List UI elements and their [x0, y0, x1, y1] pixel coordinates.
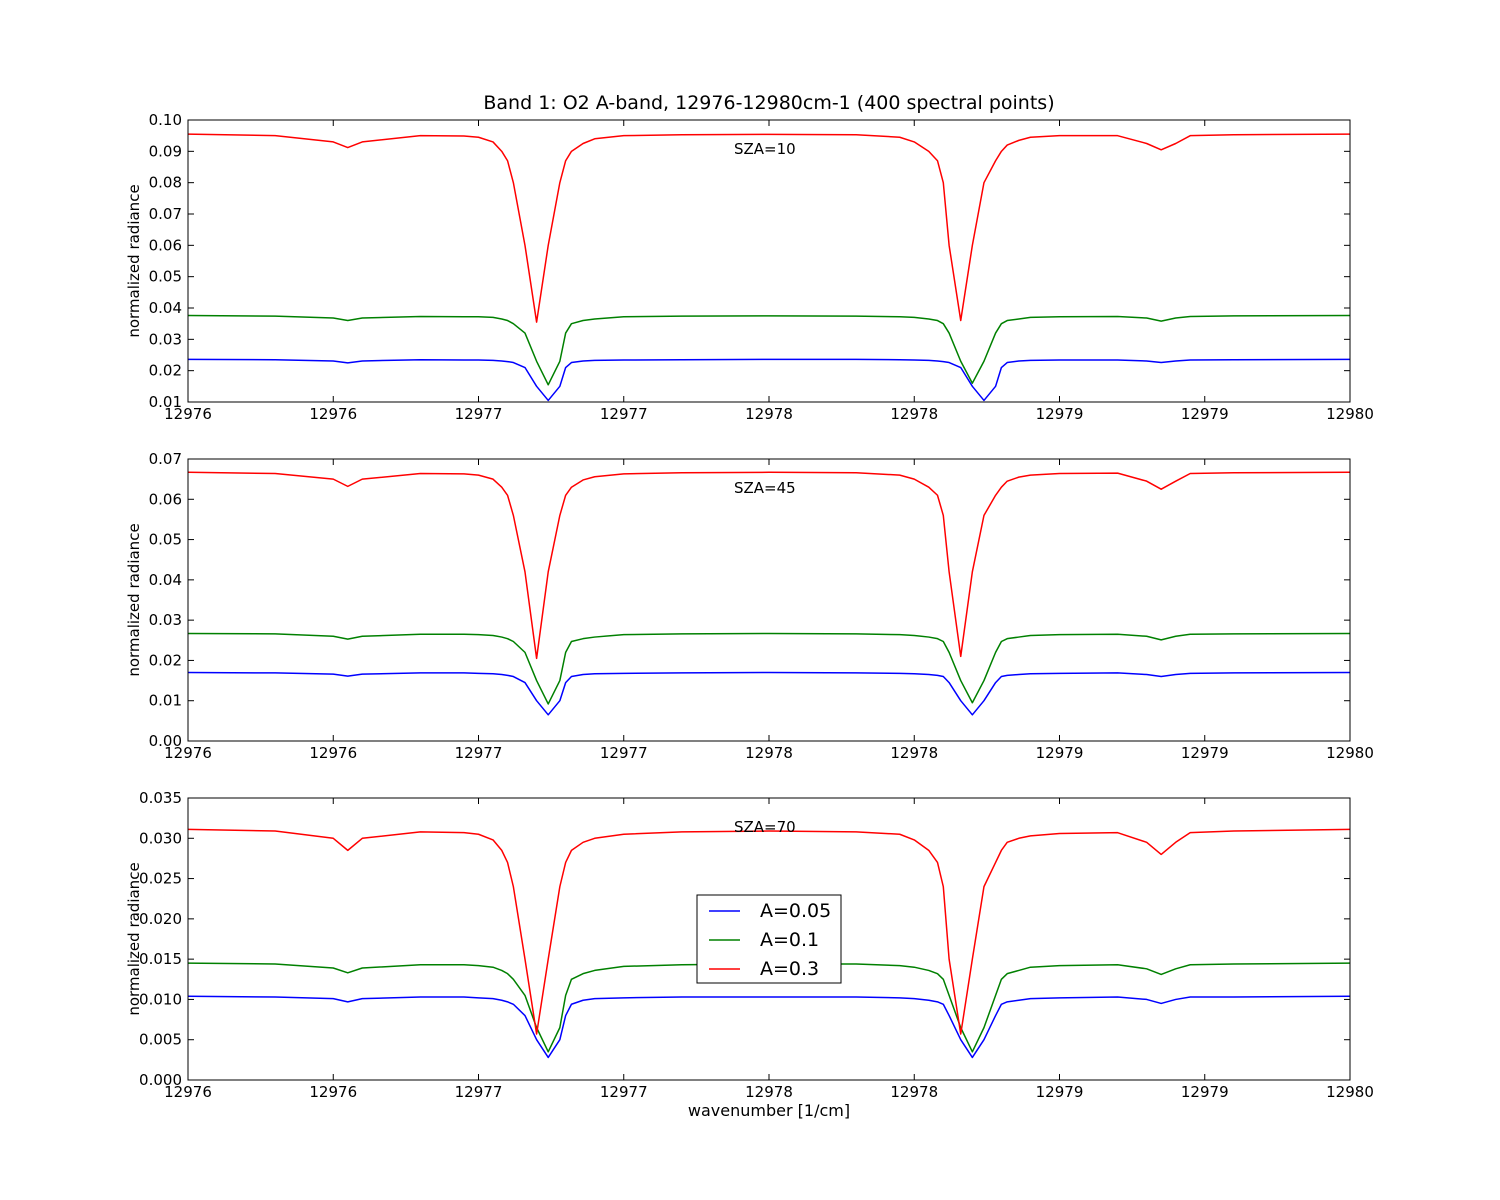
x-tick-label: 12979: [1036, 1083, 1084, 1101]
x-tick-label: 12979: [1036, 744, 1084, 762]
series-line-A=0.05: [188, 671, 1350, 716]
figure-title: Band 1: O2 A-band, 12976-12980cm-1 (400 …: [483, 92, 1054, 114]
panel-2: 12976 12976 12977 12977 12978 12978 12979 12979…: [125, 450, 1374, 762]
y-axis-label: normalized radiance: [125, 184, 143, 337]
y-tick-label: 0.010: [139, 990, 182, 1008]
x-tick-label: 12976: [164, 744, 212, 762]
y-tick-label: 0.005: [139, 1031, 182, 1049]
x-tick-label: 12978: [890, 1083, 938, 1101]
panel-3: 12976 12976 12977 12977 12978 12978 12979 12979…: [125, 789, 1374, 1101]
y-tick-label: 0.02: [149, 651, 182, 669]
y-tick-label: 0.08: [149, 174, 182, 192]
x-tick-label: 12979: [1181, 405, 1229, 423]
sza-annotation: SZA=45: [734, 479, 796, 497]
x-tick-label: 12980: [1326, 405, 1374, 423]
y-tick-label: 0.04: [149, 299, 182, 317]
plot-area: [188, 120, 1350, 402]
series-line-A=0.1: [188, 314, 1350, 386]
y-tick-label: 0.07: [149, 450, 182, 468]
x-tick-label: 12978: [890, 744, 938, 762]
x-tick-label: 12976: [309, 1083, 357, 1101]
series-line-A=0.3: [188, 828, 1350, 1035]
x-tick-label: 12979: [1181, 1083, 1229, 1101]
y-axis-label: normalized radiance: [125, 523, 143, 676]
plot-area: [188, 459, 1350, 741]
x-tick-label: 12977: [600, 744, 648, 762]
x-tick-label: 12978: [890, 405, 938, 423]
y-tick-label: 0.02: [149, 362, 182, 380]
y-tick-label: 0.030: [139, 829, 182, 847]
x-tick-label: 12977: [455, 1083, 503, 1101]
y-tick-label: 0.06: [149, 490, 182, 508]
sza-annotation: SZA=10: [734, 140, 796, 158]
x-axis-label: wavenumber [1/cm]: [688, 1101, 850, 1120]
y-tick-label: 0.025: [139, 870, 182, 888]
x-tick-label: 12977: [455, 405, 503, 423]
x-tick-label: 12977: [600, 405, 648, 423]
panel-1: 12976 12976 12977 12977 12978 12978 12979 12979…: [125, 111, 1374, 423]
y-tick-label: 0.10: [149, 111, 182, 129]
y-tick-label: 0.00: [149, 732, 182, 750]
y-tick-label: 0.01: [149, 692, 182, 710]
x-tick-label: 12978: [745, 744, 793, 762]
y-tick-label: 0.06: [149, 236, 182, 254]
y-tick-label: 0.09: [149, 142, 182, 160]
x-tick-label: 12977: [455, 744, 503, 762]
series-line-A=0.1: [188, 632, 1350, 705]
series-group: [188, 471, 1350, 716]
y-axis-label: normalized radiance: [125, 862, 143, 1015]
x-tick-label: 12976: [164, 1083, 212, 1101]
y-tick-label: 0.04: [149, 571, 182, 589]
y-tick-label: 0.03: [149, 611, 182, 629]
series-line-A=0.3: [188, 471, 1350, 660]
sza-annotation: SZA=70: [734, 818, 796, 836]
x-tick-label: 12978: [745, 405, 793, 423]
series-group: [188, 133, 1350, 402]
y-tick-label: 0.07: [149, 205, 182, 223]
x-tick-label: 12976: [164, 405, 212, 423]
y-tick-label: 0.05: [149, 268, 182, 286]
x-tick-label: 12977: [600, 1083, 648, 1101]
legend-label: A=0.3: [760, 958, 819, 980]
x-tick-label: 12976: [309, 405, 357, 423]
y-tick-label: 0.020: [139, 910, 182, 928]
x-tick-label: 12976: [309, 744, 357, 762]
legend-label: A=0.05: [760, 900, 831, 922]
x-tick-label: 12980: [1326, 744, 1374, 762]
y-tick-label: 0.03: [149, 330, 182, 348]
x-tick-label: 12979: [1036, 405, 1084, 423]
series-line-A=0.05: [188, 358, 1350, 402]
series-line-A=0.05: [188, 995, 1350, 1059]
x-tick-label: 12978: [745, 1083, 793, 1101]
legend: A=0.05 A=0.1 A=0.3: [696, 894, 842, 984]
y-tick-label: 0.05: [149, 531, 182, 549]
series-line-A=0.3: [188, 133, 1350, 323]
y-tick-label: 0.015: [139, 950, 182, 968]
y-tick-label: 0.000: [139, 1071, 182, 1089]
panels: 12976 12976 12977 12977 12978 12978 12979 12979…: [125, 111, 1374, 1101]
x-tick-label: 12979: [1181, 744, 1229, 762]
legend-label: A=0.1: [760, 929, 819, 951]
x-tick-label: 12980: [1326, 1083, 1374, 1101]
y-tick-label: 0.01: [149, 393, 182, 411]
y-tick-label: 0.035: [139, 789, 182, 807]
